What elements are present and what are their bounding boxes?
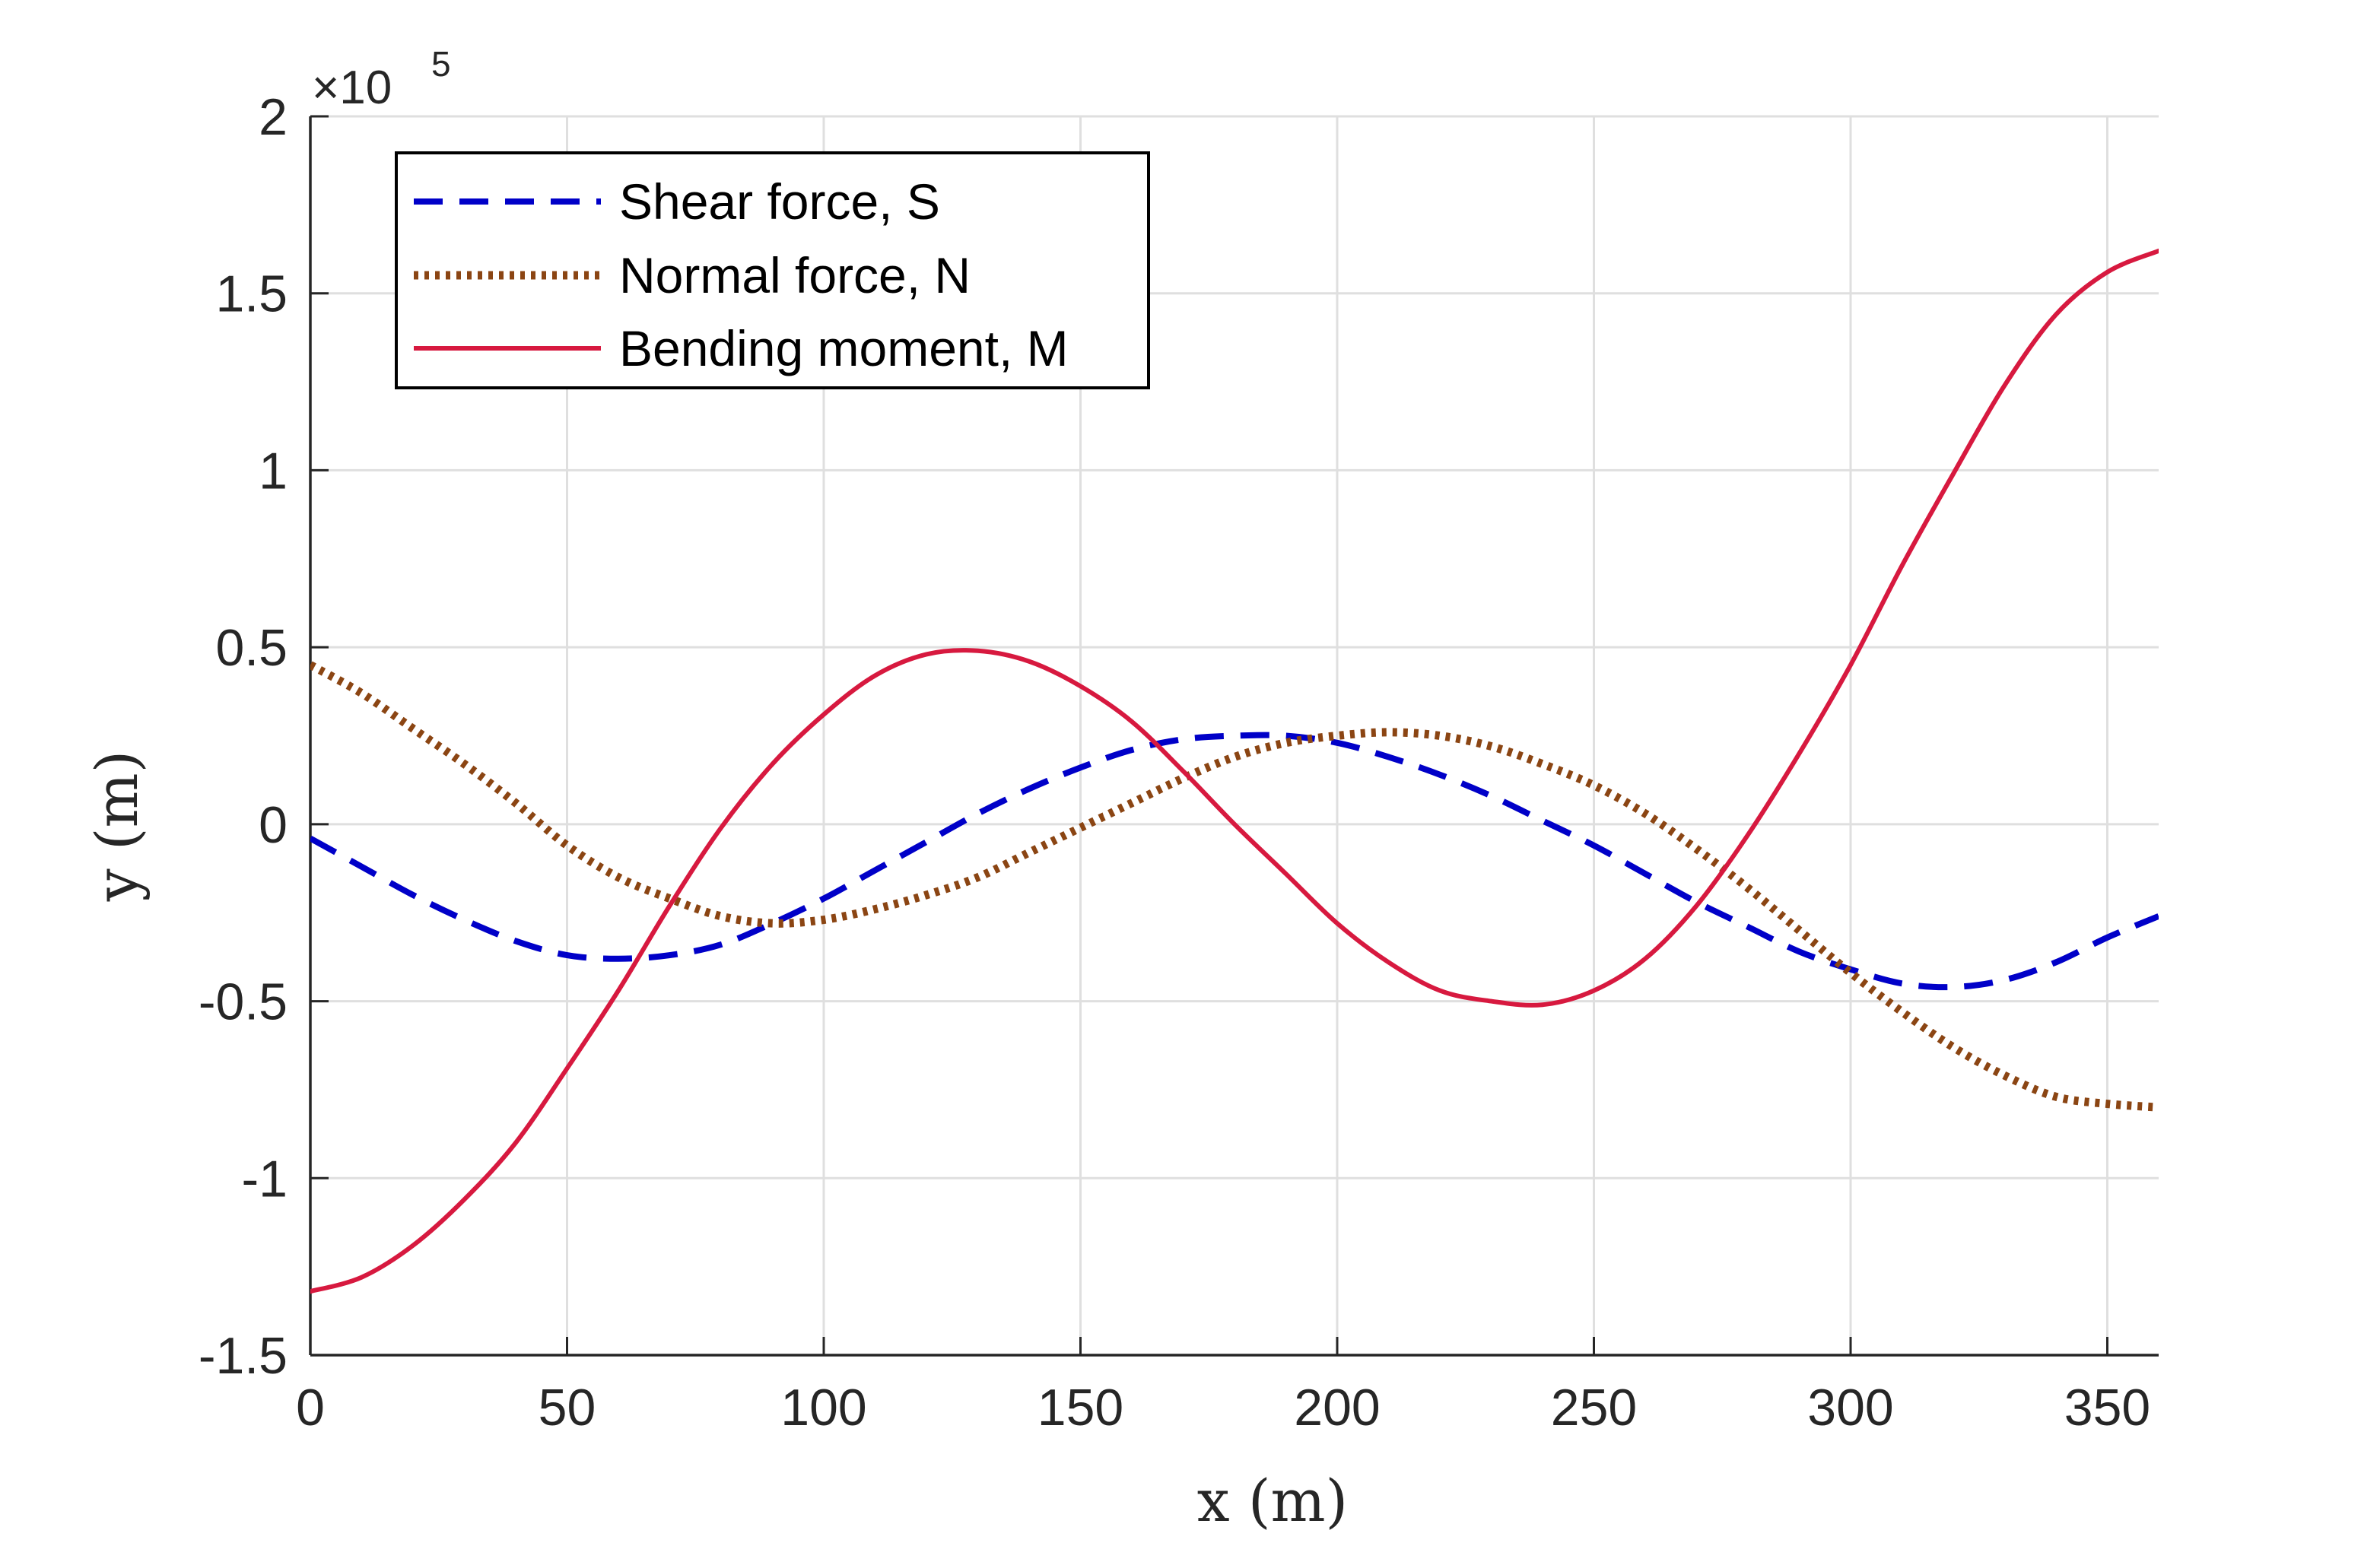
legend-item: Normal force, N	[414, 247, 971, 303]
y-tick-label: -0.5	[199, 973, 288, 1031]
x-tick-label: 200	[1294, 1379, 1380, 1436]
x-axis-label: x (m)	[1197, 1467, 1348, 1535]
legend-label: Bending moment, M	[619, 320, 1069, 376]
legend-item: Shear force, S	[414, 173, 940, 230]
series-line-bending-moment-m	[310, 248, 2159, 1294]
series-lines	[310, 248, 2159, 1294]
x-tick-label: 350	[2064, 1379, 2150, 1436]
y-tick-label: 0.5	[215, 619, 288, 677]
x-tick-label: 250	[1551, 1379, 1637, 1436]
y-tick-label: 0	[259, 796, 288, 854]
legend-label: Shear force, S	[619, 173, 940, 230]
x-tick-label: 50	[539, 1379, 596, 1436]
legend: Shear force, S Normal force, N Bending mom…	[395, 151, 1150, 389]
y-tick-label: 2	[259, 88, 288, 146]
tick-labels: 0 50 100 150 200 250 300 350 -1.5 -1 -0.5 0 0.5 1 1.5 2	[199, 88, 2150, 1436]
x-tick-label: 150	[1037, 1379, 1123, 1436]
legend-item: Bending moment, M	[414, 320, 1069, 376]
y-tick-label: -1	[242, 1150, 288, 1208]
axes	[309, 115, 2159, 1357]
x-tick-label: 0	[296, 1379, 325, 1436]
y-tick-label: 1	[259, 442, 288, 500]
x-tick-label: 100	[780, 1379, 866, 1436]
y-tick-label: 1.5	[215, 265, 288, 323]
series-line-normal-force-n	[310, 661, 2159, 1112]
y-tick-label: -1.5	[199, 1327, 288, 1385]
y-scale-exponent: 5	[431, 44, 451, 84]
y-scale-exponent-label: ×10 5	[312, 44, 451, 114]
legend-label: Normal force, N	[619, 247, 971, 303]
y-axis-label: y (m)	[83, 751, 151, 902]
x-tick-label: 300	[1807, 1379, 1893, 1436]
y-scale-factor: ×10	[312, 62, 392, 114]
